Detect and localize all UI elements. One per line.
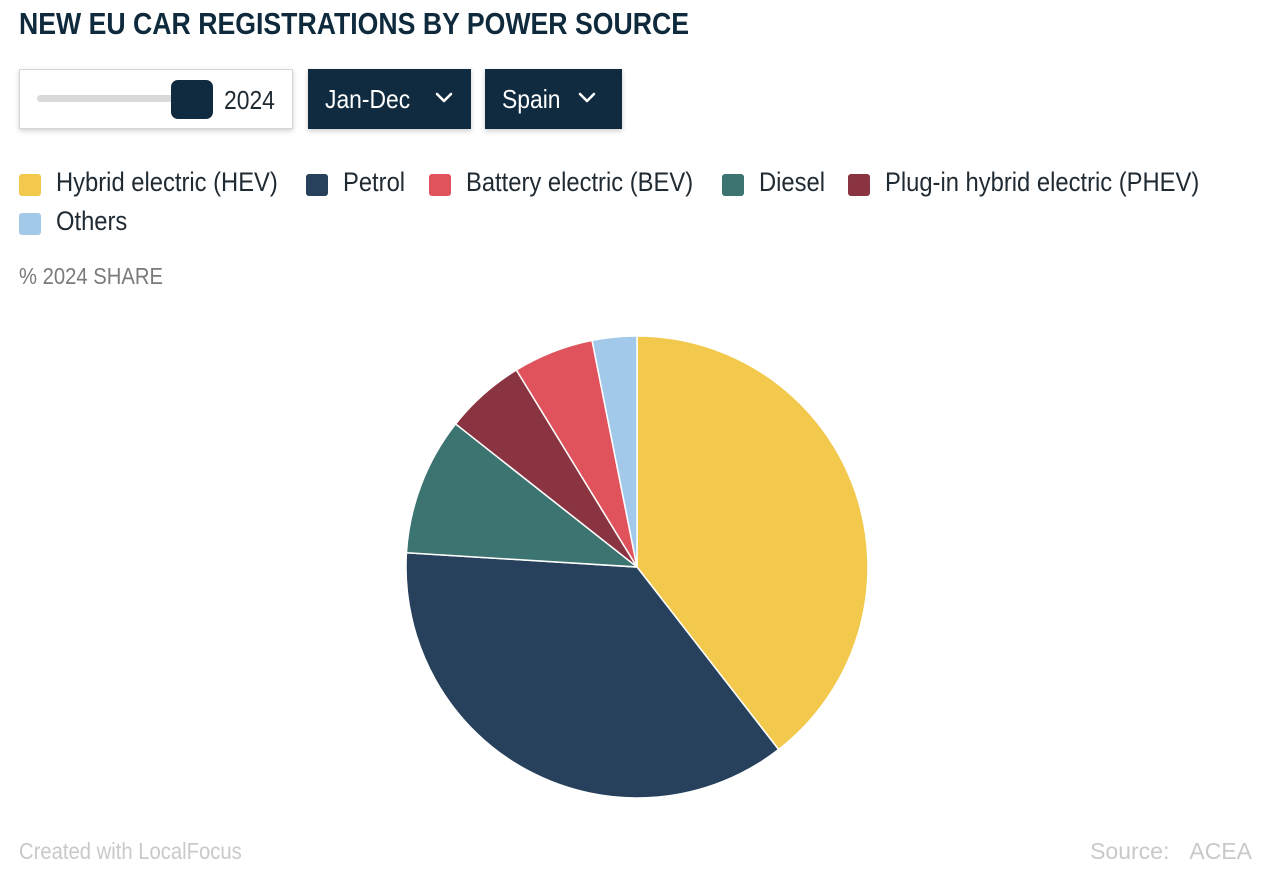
chevron-down-icon bbox=[435, 92, 453, 103]
pie-slice-others[interactable] bbox=[591, 335, 638, 568]
footer-source: Source: ACEA bbox=[1090, 838, 1252, 865]
period-dropdown-label: Jan-Dec bbox=[325, 84, 411, 114]
period-dropdown[interactable]: Jan-Dec bbox=[308, 69, 471, 129]
country-dropdown-label: Spain bbox=[502, 84, 561, 114]
year-slider-value: 2024 bbox=[224, 85, 275, 115]
source-label: Source: bbox=[1090, 838, 1170, 864]
legend-label: Plug-in hybrid electric (PHEV) bbox=[885, 167, 1200, 197]
footer-credit[interactable]: Created with LocalFocus bbox=[19, 838, 242, 864]
legend-label: Petrol bbox=[343, 167, 406, 197]
legend-swatch bbox=[722, 174, 744, 196]
chart-subtitle: % 2024 SHARE bbox=[19, 263, 164, 289]
year-slider-handle[interactable] bbox=[171, 80, 213, 119]
year-slider[interactable]: 2024 bbox=[19, 69, 293, 129]
legend-label: Hybrid electric (HEV) bbox=[56, 167, 278, 197]
chart-title: NEW EU CAR REGISTRATIONS BY POWER SOURCE bbox=[19, 6, 690, 41]
pie-slice-hybrid-electric-hev[interactable] bbox=[636, 335, 869, 751]
chevron-down-icon bbox=[578, 92, 596, 103]
pie-slice-petrol[interactable] bbox=[405, 552, 780, 799]
legend-swatch bbox=[19, 213, 41, 235]
legend-swatch bbox=[306, 174, 328, 196]
legend-label: Others bbox=[56, 206, 128, 236]
year-slider-track[interactable] bbox=[37, 95, 195, 102]
legend-label: Battery electric (BEV) bbox=[466, 167, 694, 197]
legend-label: Diesel bbox=[759, 167, 826, 197]
pie-slice-diesel[interactable] bbox=[405, 423, 638, 568]
legend-swatch bbox=[19, 174, 41, 196]
country-dropdown[interactable]: Spain bbox=[485, 69, 622, 129]
source-value[interactable]: ACEA bbox=[1189, 838, 1252, 864]
legend-swatch bbox=[848, 174, 870, 196]
legend-swatch bbox=[429, 174, 451, 196]
